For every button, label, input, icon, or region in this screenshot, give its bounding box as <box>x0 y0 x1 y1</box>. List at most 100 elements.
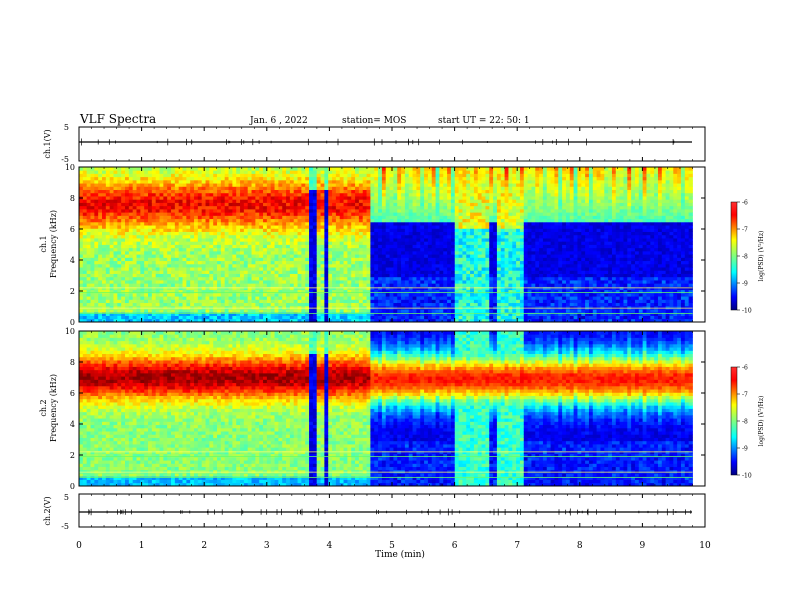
spectrogram-cell <box>232 186 236 190</box>
spectrogram-cell <box>359 267 363 271</box>
spectrogram-cell <box>317 222 321 226</box>
spectrogram-cell <box>198 209 202 213</box>
spectrogram-cell <box>121 167 125 171</box>
spectrogram-cell <box>351 170 355 174</box>
spectrogram-cell <box>390 261 394 265</box>
spectrogram-cell <box>106 199 110 203</box>
spectrogram-cell <box>324 283 328 287</box>
spectrogram-cell <box>110 235 114 239</box>
spectrogram-cell <box>248 303 252 307</box>
spectrogram-cell <box>351 203 355 207</box>
spectrogram-cell <box>171 193 175 197</box>
spectrogram-cell <box>397 228 401 232</box>
spectrogram-cell <box>248 277 252 281</box>
spectrogram-cell <box>252 270 256 274</box>
spectrogram-cell <box>140 251 144 255</box>
spectrogram-cell <box>225 264 229 268</box>
spectrogram-cell <box>378 309 382 313</box>
spectrogram-cell <box>217 199 221 203</box>
spectrogram-cell <box>87 238 91 242</box>
spectrogram-cell <box>125 173 129 177</box>
spectrogram-cell <box>393 309 397 313</box>
spectrogram-cell <box>209 212 213 216</box>
spectrogram-cell <box>114 222 118 226</box>
spectrogram-cell <box>305 209 309 213</box>
spectrogram-cell <box>183 293 187 297</box>
spectrogram-cell <box>409 293 413 297</box>
spectrogram-cell <box>420 215 424 219</box>
spectrogram-cell <box>121 277 125 281</box>
spectrogram-cell <box>133 203 137 207</box>
spectrogram-cell <box>301 186 305 190</box>
spectrogram-cell <box>194 190 198 194</box>
spectrogram-cell <box>83 257 87 261</box>
spectrogram-cell <box>255 303 259 307</box>
spectrogram-cell <box>209 312 213 316</box>
spectrogram-cell <box>117 238 121 242</box>
spectrogram-cell <box>351 293 355 297</box>
spectrogram-cell <box>117 190 121 194</box>
spectrogram-cell <box>344 183 348 187</box>
spectrogram-cell <box>140 212 144 216</box>
spectrogram-cell <box>420 293 424 297</box>
spectrogram-cell <box>94 280 98 284</box>
spectrogram-cell <box>355 316 359 320</box>
spectrogram-cell <box>374 173 378 177</box>
spectrogram-cell <box>79 261 83 265</box>
spectrogram-cell <box>225 225 229 229</box>
spectrogram-cell <box>278 312 282 316</box>
spectrogram-cell <box>278 277 282 281</box>
spectrogram-cell <box>428 303 432 307</box>
spectrogram-cell <box>133 267 137 271</box>
spectrogram-cell <box>102 309 106 313</box>
spectrogram-cell <box>175 170 179 174</box>
spectrogram-cell <box>240 177 244 181</box>
spectrogram-cell <box>374 186 378 190</box>
spectrogram-cell <box>175 206 179 210</box>
spectrogram-cell <box>148 257 152 261</box>
spectrogram-cell <box>321 267 325 271</box>
spectrogram-cell <box>336 254 340 258</box>
spectrogram-cell <box>286 206 290 210</box>
spectrogram-cell <box>378 167 382 171</box>
spectrogram-cell <box>202 225 206 229</box>
spectrogram-cell <box>309 257 313 261</box>
spectrogram-cell <box>416 183 420 187</box>
spectrogram-cell <box>229 238 233 242</box>
spectrogram-cell <box>156 186 160 190</box>
spectrogram-cell <box>393 219 397 223</box>
spectrogram-cell <box>217 209 221 213</box>
spectrogram-cell <box>439 312 443 316</box>
spectrogram-cell <box>386 209 390 213</box>
spectrogram-cell <box>451 193 455 197</box>
spectrogram-cell <box>386 183 390 187</box>
spectrogram-cell <box>209 219 213 223</box>
spectrogram-cell <box>110 303 114 307</box>
spectrogram-cell <box>413 296 417 300</box>
spectrogram-cell <box>217 296 221 300</box>
spectrogram-cell <box>378 245 382 249</box>
spectrogram-cell <box>183 238 187 242</box>
spectrogram-cell <box>255 177 259 181</box>
spectrogram-cell <box>206 257 210 261</box>
spectrogram-cell <box>378 196 382 200</box>
spectrogram-cell <box>363 251 367 255</box>
spectrogram-cell <box>183 228 187 232</box>
spectrogram-cell <box>271 303 275 307</box>
spectrogram-cell <box>428 245 432 249</box>
spectrogram-cell <box>282 280 286 284</box>
spectrogram-cell <box>459 306 463 310</box>
spectrogram-cell <box>255 277 259 281</box>
spectrogram-cell <box>313 248 317 252</box>
spectrogram-cell <box>167 248 171 252</box>
spectrogram-cell <box>294 309 298 313</box>
spectrogram-cell <box>186 299 190 303</box>
spectrogram-cell <box>217 245 221 249</box>
spectrogram-cell <box>436 238 440 242</box>
spectrogram-cell <box>305 312 309 316</box>
spectrogram-cell <box>179 183 183 187</box>
spectrogram-cell <box>267 173 271 177</box>
spectrogram-cell <box>436 316 440 320</box>
spectrogram-cell <box>267 251 271 255</box>
spectrogram-cell <box>462 296 466 300</box>
